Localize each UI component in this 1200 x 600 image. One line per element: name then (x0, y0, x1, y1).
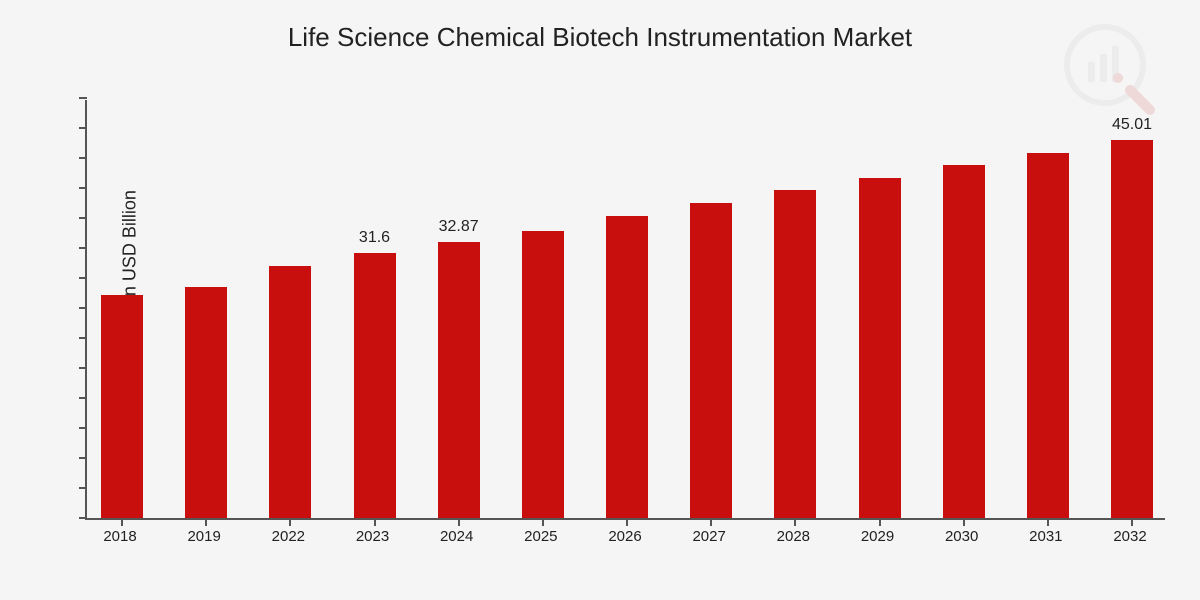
x-tick (458, 518, 460, 526)
y-tick (79, 397, 87, 399)
x-tick-label: 2023 (356, 528, 389, 545)
y-tick (79, 427, 87, 429)
x-tick-label: 2018 (103, 528, 136, 545)
x-tick (1047, 518, 1049, 526)
x-tick (542, 518, 544, 526)
y-tick (79, 337, 87, 339)
bar (943, 165, 985, 518)
y-tick (79, 277, 87, 279)
bar-value-label: 32.87 (439, 218, 479, 236)
bar (606, 216, 648, 518)
bar (354, 253, 396, 518)
y-tick (79, 247, 87, 249)
x-tick-label: 2024 (440, 528, 473, 545)
y-tick (79, 307, 87, 309)
x-tick-label: 2027 (692, 528, 725, 545)
y-tick (79, 517, 87, 519)
plot-region: 31.6 32.87 45.01 (85, 100, 1165, 520)
bar (269, 266, 311, 518)
y-tick (79, 127, 87, 129)
y-tick (79, 217, 87, 219)
bar (101, 295, 143, 518)
bar (859, 178, 901, 518)
x-tick (710, 518, 712, 526)
x-tick-label: 2026 (608, 528, 641, 545)
x-tick-label: 2030 (945, 528, 978, 545)
y-tick (79, 157, 87, 159)
bar (1111, 140, 1153, 518)
x-tick (1131, 518, 1133, 526)
chart-area: 31.6 32.87 45.01 2018 2019 2022 2023 2024 2025 2… (85, 100, 1165, 560)
x-tick-label: 2029 (861, 528, 894, 545)
bar-value-label: 31.6 (359, 229, 390, 247)
x-tick (963, 518, 965, 526)
y-tick (79, 457, 87, 459)
x-tick (794, 518, 796, 526)
x-tick (626, 518, 628, 526)
bar (438, 242, 480, 518)
bar (690, 203, 732, 518)
bar (1027, 153, 1069, 518)
chart-title: Life Science Chemical Biotech Instrument… (0, 0, 1200, 53)
x-tick (121, 518, 123, 526)
x-tick-label: 2025 (524, 528, 557, 545)
bar (185, 287, 227, 518)
x-tick-label: 2019 (187, 528, 220, 545)
x-tick (374, 518, 376, 526)
x-tick (879, 518, 881, 526)
bar (774, 190, 816, 518)
y-tick (79, 367, 87, 369)
x-tick-label: 2031 (1029, 528, 1062, 545)
x-tick-label: 2028 (777, 528, 810, 545)
x-tick-label: 2022 (272, 528, 305, 545)
bar (522, 231, 564, 518)
bar-value-label: 45.01 (1112, 116, 1152, 134)
y-tick (79, 487, 87, 489)
y-tick (79, 187, 87, 189)
x-tick-label: 2032 (1113, 528, 1146, 545)
x-tick (205, 518, 207, 526)
x-tick (289, 518, 291, 526)
y-tick (79, 97, 87, 99)
